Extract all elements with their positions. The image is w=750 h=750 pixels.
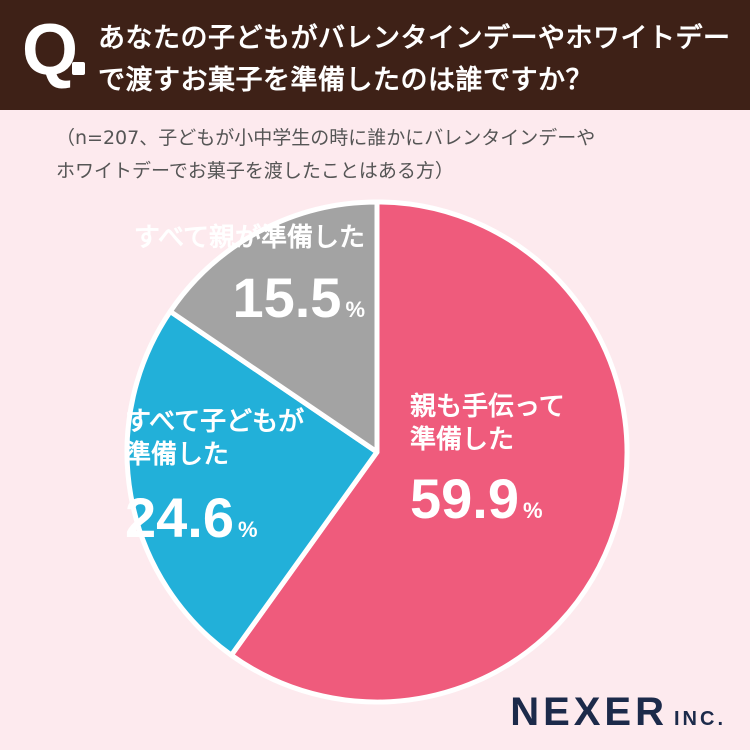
pie-slice-3 bbox=[167, 199, 380, 455]
logo-sub-text: INC. bbox=[674, 708, 726, 730]
nexer-logo: NEXER INC. bbox=[510, 690, 726, 735]
slice-1-label-line-1: 親も手伝って bbox=[410, 392, 565, 422]
sample-note-line1: （n=207、子どもが小中学生の時に誰かにバレンタインデーや bbox=[56, 127, 596, 149]
slice-3-value-label: 15.5% bbox=[232, 266, 365, 329]
slice-2-value-label: 24.6% bbox=[125, 486, 258, 549]
question-text-line2: で渡すお菓子を準備したのは誰ですか？ bbox=[98, 65, 593, 96]
slice-3-label-line-1: すべて親が準備した bbox=[134, 222, 365, 253]
question-text-line1: あなたの子どもがバレンタインデーやホワイトデー bbox=[98, 23, 731, 54]
slice-1-value-label: 59.9% bbox=[410, 467, 543, 530]
slice-2-label-line-1: すべて子どもが bbox=[125, 406, 304, 437]
slice-1-label-line-2: 準備した bbox=[410, 424, 514, 455]
pie-slice-2 bbox=[124, 308, 380, 658]
slice-2-label-line-2: 準備した bbox=[125, 439, 229, 470]
sample-note-line2: ホワイトデーでお菓子を渡したことはある方） bbox=[56, 160, 454, 182]
question-mark: Q bbox=[22, 10, 79, 90]
question-mark-dot bbox=[72, 62, 85, 75]
logo-main-text: NEXER bbox=[510, 690, 668, 734]
question-header: Q あなたの子どもがバレンタインデーやホワイトデー で渡すお菓子を準備したのは誰… bbox=[0, 0, 750, 110]
pie-slice-1 bbox=[228, 199, 630, 705]
